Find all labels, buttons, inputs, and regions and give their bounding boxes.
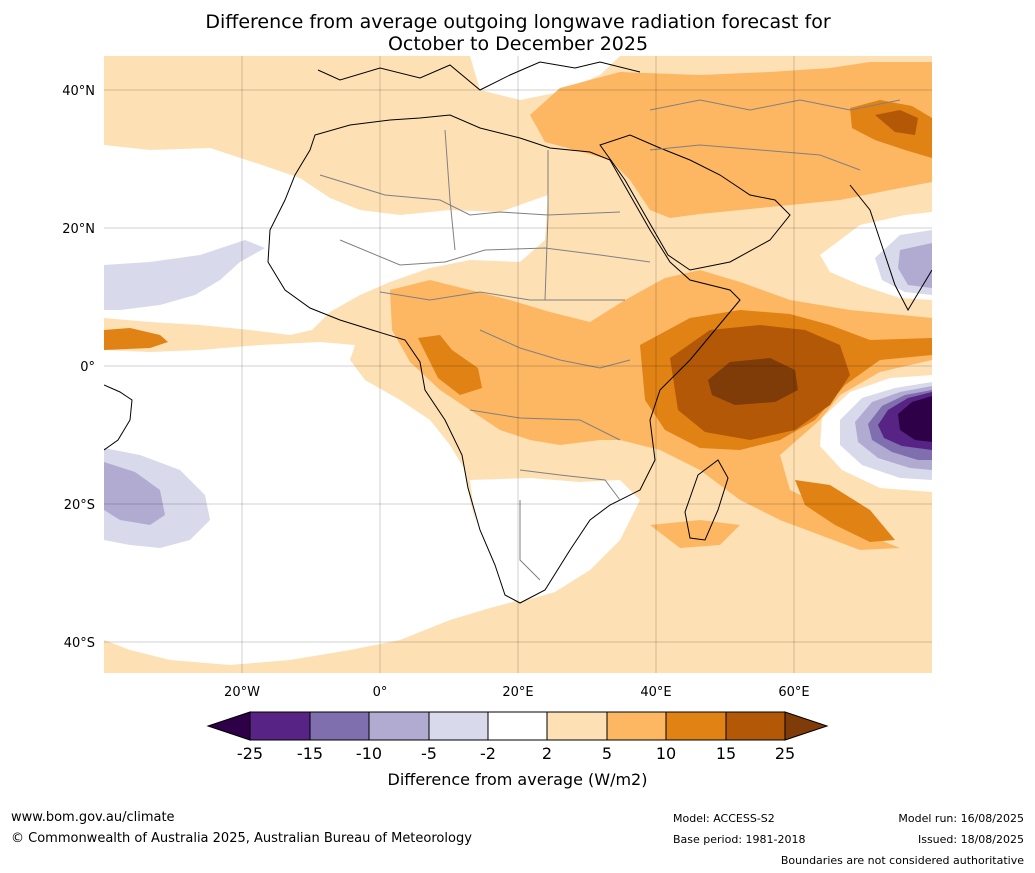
madagascar-coastline	[684, 459, 729, 541]
colorbar	[206, 711, 829, 741]
darkest-brown-east-africa	[708, 358, 798, 405]
light-purple-atlantic-itcz	[104, 240, 265, 310]
colorbar-bin-7	[606, 711, 667, 741]
colorbar-extend-low	[206, 711, 251, 741]
lon-label-40e: 40°E	[640, 685, 671, 700]
arabia-coastline	[599, 134, 791, 271]
colorbar-tick-label: 2	[541, 744, 553, 763]
issued-date: Issued: 18/08/2025	[917, 833, 1024, 846]
copyright-text: © Commonwealth of Australia 2025, Austra…	[11, 831, 472, 846]
orange-region-south-indian-band	[650, 520, 740, 548]
dark-orange-indian-band	[795, 480, 895, 542]
white-region-southern-africa	[470, 478, 640, 602]
africa-coastline	[267, 114, 741, 604]
colorbar-bin-9	[725, 711, 786, 741]
dark-orange-atlantic-band	[104, 328, 168, 350]
colorbar-bin-8	[665, 711, 727, 741]
colorbar-tick-label: 5	[601, 744, 613, 763]
white-region-atlantic-south	[104, 342, 520, 665]
colorbar-bin-2	[309, 711, 370, 741]
model-name: Model: ACCESS-S2	[673, 812, 775, 825]
darkest-purple-south-indian	[898, 396, 932, 442]
colorbar-bin-3	[368, 711, 430, 741]
model-run-date: Model run: 16/08/2025	[898, 812, 1024, 825]
white-region-north-edge	[470, 56, 620, 100]
colorbar-tick-label: 10	[655, 744, 677, 763]
south-america-coastline	[104, 384, 133, 451]
anomaly-field	[104, 56, 932, 673]
colorbar-tick-label: -10	[355, 744, 383, 763]
colorbar-tick-label: -5	[421, 744, 437, 763]
colorbar-tick-label: -15	[296, 744, 324, 763]
dark-orange-middle-east	[850, 100, 932, 158]
lat-label-equator: 0°	[80, 360, 95, 375]
base-period: Base period: 1981-2018	[673, 833, 806, 846]
white-region-sahara	[104, 145, 548, 335]
lon-label-60e: 60°E	[778, 685, 809, 700]
colorbar-bin-5	[487, 711, 548, 741]
mid-purple-south-atlantic	[104, 462, 165, 525]
colorbar-tick-label: -2	[480, 744, 496, 763]
colorbar-title: Difference from average (W/m2)	[387, 770, 648, 789]
lat-label-20s: 20°S	[64, 498, 95, 513]
lon-label-20e: 20°E	[502, 685, 533, 700]
graticule	[104, 56, 932, 673]
colorbar-tick-label: -25	[236, 744, 264, 763]
colorbar-bin-6	[546, 711, 608, 741]
lat-label-20n: 20°N	[62, 222, 95, 237]
country-borders	[319, 99, 901, 581]
lon-label-0: 0°	[373, 685, 388, 700]
colorbar-tick-label: 25	[774, 744, 796, 763]
colorbar-tick-label: 15	[715, 744, 737, 763]
india-coastline	[849, 184, 932, 312]
europe-coastline	[317, 61, 641, 91]
map-title-line-1: Difference from average outgoing longwav…	[205, 11, 831, 33]
mid-purple-arabian-sea	[898, 243, 932, 288]
orange-region-middle-east	[530, 62, 932, 218]
dark-orange-gulf-guinea	[418, 335, 482, 395]
lat-label-40n: 40°N	[62, 84, 95, 99]
website-link[interactable]: www.bom.gov.au/climate	[11, 810, 175, 825]
boundaries-disclaimer: Boundaries are not considered authoritat…	[780, 854, 1024, 867]
lon-label-20w: 20°W	[224, 685, 260, 700]
colorbar-bin-4	[428, 711, 489, 741]
brown-middle-east	[875, 110, 918, 135]
map-title-line-2: October to December 2025	[387, 33, 649, 55]
lat-label-40s: 40°S	[64, 636, 95, 651]
colorbar-bin-1	[249, 711, 311, 741]
colorbar-extend-high	[784, 711, 829, 741]
